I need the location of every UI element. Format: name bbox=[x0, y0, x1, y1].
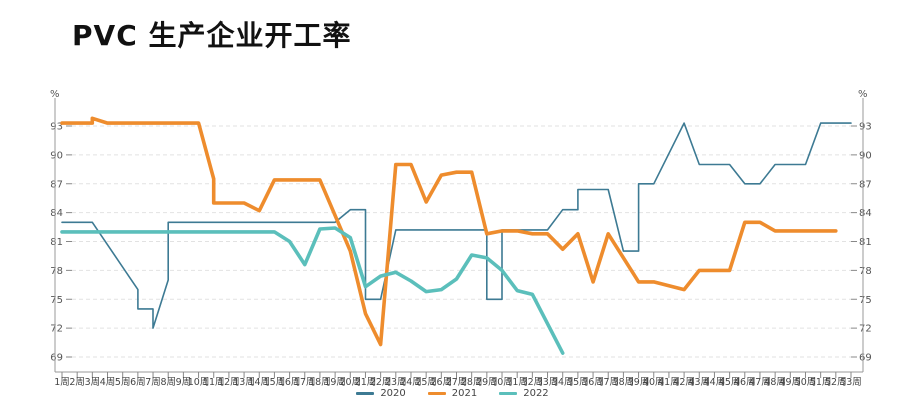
y-tick-label-right: 81 bbox=[859, 237, 872, 248]
y-unit-left: % bbox=[50, 89, 60, 100]
x-tick-label: 42周 bbox=[673, 377, 695, 388]
x-tick-label: 17周 bbox=[294, 377, 316, 388]
legend-swatch-2022 bbox=[499, 392, 518, 395]
x-tick-label: 36周 bbox=[582, 377, 604, 388]
x-tick-label: 51周 bbox=[810, 377, 832, 388]
x-tick-label: 48周 bbox=[764, 377, 786, 388]
x-tick-label: 21周 bbox=[355, 377, 377, 388]
y-tick-label: 87 bbox=[50, 179, 63, 190]
x-tick-label: 2周 bbox=[69, 377, 85, 388]
chart-title: PVC 生产企业开工率 bbox=[72, 19, 352, 52]
x-tick-label: 15周 bbox=[264, 377, 286, 388]
legend-item-2021[interactable]: 2021 bbox=[427, 388, 478, 399]
x-tick-label: 53周 bbox=[840, 377, 862, 388]
y-tick-label: 78 bbox=[50, 266, 63, 277]
y-tick-label: 72 bbox=[50, 324, 63, 335]
x-tick-label: 44周 bbox=[704, 377, 726, 388]
x-tick-label: 26周 bbox=[431, 377, 453, 388]
x-tick-label: 3周 bbox=[85, 377, 101, 388]
x-tick-label: 37周 bbox=[597, 377, 619, 388]
x-tick-label: 22周 bbox=[370, 377, 392, 388]
y-tick-label-right: 69 bbox=[859, 353, 872, 364]
y-tick-label-right: 93 bbox=[859, 122, 872, 133]
y-tick-label: 81 bbox=[50, 237, 63, 248]
x-tick-label: 28周 bbox=[461, 377, 483, 388]
x-tick-label: 8周 bbox=[160, 377, 176, 388]
legend-label: 2021 bbox=[451, 388, 478, 399]
x-tick-label: 6周 bbox=[130, 377, 146, 388]
legend-label: 2020 bbox=[380, 388, 406, 399]
x-tick-label: 20周 bbox=[339, 377, 361, 388]
y-tick-label: 69 bbox=[50, 353, 63, 364]
y-unit-right: % bbox=[858, 89, 868, 100]
x-tick-label: 38周 bbox=[613, 377, 635, 388]
x-tick-label: 10周 bbox=[188, 377, 210, 388]
series-line-2022[interactable] bbox=[60, 226, 565, 355]
y-tick-label-right: 87 bbox=[859, 179, 872, 190]
y-tick-label-right: 72 bbox=[859, 324, 872, 335]
y-tick-label: 90 bbox=[50, 150, 63, 161]
x-tick-label: 39周 bbox=[628, 377, 650, 388]
x-tick-label: 25周 bbox=[415, 377, 437, 388]
x-tick-label: 43周 bbox=[688, 377, 710, 388]
y-tick-label-right: 78 bbox=[859, 266, 872, 277]
x-tick-label: 16周 bbox=[279, 377, 301, 388]
x-tick-label: 12周 bbox=[218, 377, 240, 388]
legend: 2020 2021 2022 bbox=[0, 388, 905, 399]
x-tick-label: 45周 bbox=[719, 377, 741, 388]
legend-item-2022[interactable]: 2022 bbox=[499, 388, 549, 399]
x-tick-label: 27周 bbox=[446, 377, 468, 388]
legend-swatch-2021 bbox=[427, 392, 446, 395]
x-tick-label: 34周 bbox=[552, 377, 574, 388]
x-tick-label: 14周 bbox=[248, 377, 270, 388]
legend-swatch-2020 bbox=[356, 392, 375, 395]
x-tick-label: 13周 bbox=[233, 377, 255, 388]
x-tick-label: 41周 bbox=[658, 377, 680, 388]
x-tick-label: 52周 bbox=[825, 377, 847, 388]
series-line-2021[interactable] bbox=[60, 116, 838, 347]
x-tick-label: 31周 bbox=[506, 377, 528, 388]
x-tick-label: 29周 bbox=[476, 377, 498, 388]
y-tick-label-right: 84 bbox=[859, 208, 872, 219]
x-tick-label: 4周 bbox=[100, 377, 116, 388]
x-tick-label: 35周 bbox=[567, 377, 589, 388]
x-tick-label: 33周 bbox=[537, 377, 559, 388]
x-tick-label: 18周 bbox=[309, 377, 331, 388]
y-tick-label-right: 90 bbox=[859, 150, 872, 161]
x-tick-label: 32周 bbox=[522, 377, 544, 388]
x-tick-label: 49周 bbox=[780, 377, 802, 388]
x-tick-label: 23周 bbox=[385, 377, 407, 388]
legend-label: 2022 bbox=[523, 388, 549, 399]
x-tick-label: 5周 bbox=[115, 377, 131, 388]
legend-item-2020[interactable]: 2020 bbox=[356, 388, 406, 399]
x-tick-label: 9周 bbox=[176, 377, 192, 388]
y-tick-label: 75 bbox=[50, 295, 63, 306]
x-tick-label: 1周 bbox=[54, 377, 70, 388]
x-tick-label: 30周 bbox=[491, 377, 513, 388]
x-tick-label: 50周 bbox=[795, 377, 817, 388]
x-tick-label: 19周 bbox=[324, 377, 346, 388]
x-tick-label: 40周 bbox=[643, 377, 665, 388]
y-tick-label-right: 75 bbox=[859, 295, 872, 306]
y-tick-label: 84 bbox=[50, 208, 63, 219]
y-tick-label: 93 bbox=[50, 122, 63, 133]
series-line-2020[interactable] bbox=[61, 122, 852, 329]
x-tick-label: 11周 bbox=[203, 377, 225, 388]
x-tick-label: 46周 bbox=[734, 377, 756, 388]
x-tick-label: 24周 bbox=[400, 377, 422, 388]
x-tick-label: 47周 bbox=[749, 377, 771, 388]
x-tick-label: 7周 bbox=[145, 377, 161, 388]
